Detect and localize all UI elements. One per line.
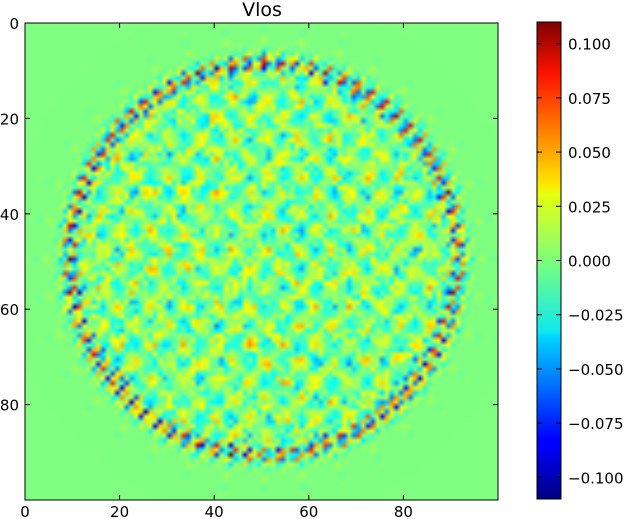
x-tick-label: 80 [394,503,413,519]
colorbar-tick-label: −0.075 [568,415,624,433]
colorbar-tick-label: 0.075 [568,90,611,108]
colorbar-tick-label: 0.100 [568,36,611,54]
y-tick-label: 60 [0,301,19,319]
heatmap-plot [24,22,499,501]
x-tick-label: 0 [20,503,30,519]
colorbar-ticks: 0.100 0.075 0.050 0.025 0.000 −0.025 −0.050 −0.… [537,36,624,487]
x-tick-label: 20 [110,503,129,519]
y-axis: 0 20 40 60 80 [0,15,498,415]
colorbar: 0.100 0.075 0.050 0.025 0.000 −0.025 −0.050 −0.… [536,21,624,500]
x-tick-label: 40 [205,503,224,519]
colorbar-tick-label: 0.025 [568,198,611,216]
y-tick-label: 0 [9,15,19,33]
heatmap-image [25,23,498,500]
colorbar-tick-label: 0.000 [568,253,611,271]
chart-title: Vlos [242,0,282,21]
y-tick-label: 40 [0,206,19,224]
colorbar-tick-label: 0.050 [568,144,611,162]
y-tick-label: 20 [0,110,19,128]
plot-frame [24,22,499,501]
colorbar-tick-label: −0.100 [568,469,624,487]
colorbar-tick-label: −0.050 [568,361,624,379]
colorbar-tick-label: −0.025 [568,307,624,325]
x-tick-label: 60 [299,503,318,519]
y-tick-label: 80 [0,397,19,415]
x-axis: 0 20 40 60 80 [20,23,413,519]
